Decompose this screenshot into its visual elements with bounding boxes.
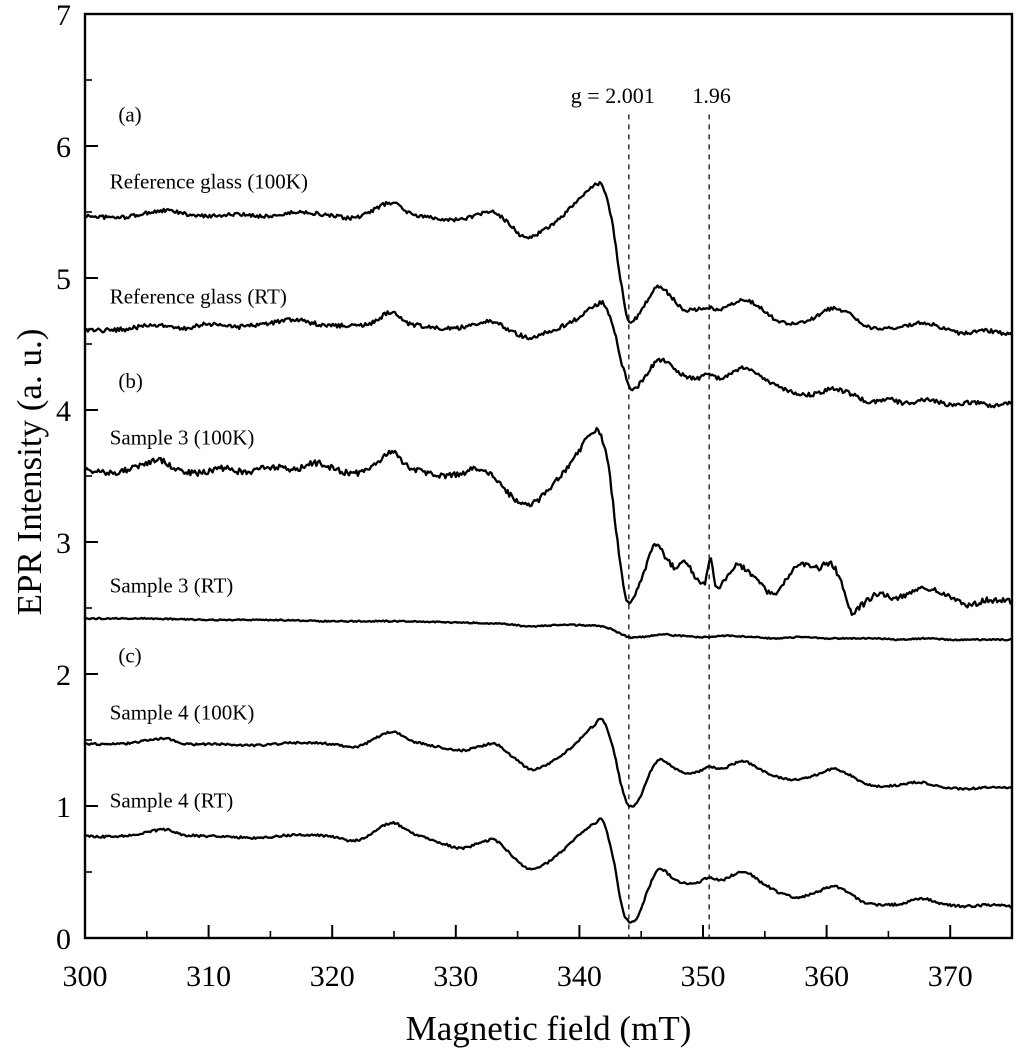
y-tick-label: 5 <box>56 263 71 296</box>
panel-label-0: (a) <box>118 102 141 126</box>
series-trace-5 <box>83 817 1014 924</box>
x-tick-label: 370 <box>928 960 973 993</box>
x-axis-title: Magnetic field (mT) <box>405 1009 692 1048</box>
y-tick-label: 7 <box>56 0 71 32</box>
y-tick-label: 0 <box>56 923 71 956</box>
series-label-2: Sample 3 (100K) <box>110 426 255 450</box>
x-tick-label: 300 <box>63 960 108 993</box>
series-trace-1 <box>83 299 1014 409</box>
series-label-4: Sample 4 (100K) <box>110 700 255 724</box>
series-label-1: Reference glass (RT) <box>110 284 287 308</box>
series-label-0: Reference glass (100K) <box>110 170 308 194</box>
x-tick-label: 320 <box>310 960 355 993</box>
x-tick-label: 340 <box>557 960 602 993</box>
y-tick-label: 3 <box>56 527 71 560</box>
series-label-3: Sample 3 (RT) <box>110 574 234 598</box>
y-tick-label: 2 <box>56 659 71 692</box>
panel-label-1: (b) <box>118 369 142 393</box>
series-label-5: Sample 4 (RT) <box>110 789 234 813</box>
series-trace-3 <box>83 616 1014 642</box>
y-tick-label: 1 <box>56 791 71 824</box>
annotation-0: g = 2.001 <box>571 83 655 108</box>
panel-label-2: (c) <box>118 644 141 668</box>
y-tick-label: 4 <box>56 395 71 428</box>
x-tick-label: 350 <box>681 960 726 993</box>
series-trace-4 <box>83 717 1014 808</box>
x-tick-label: 330 <box>433 960 478 993</box>
y-axis-title: EPR Intensity (a. u.) <box>10 328 49 616</box>
x-tick-label: 360 <box>804 960 849 993</box>
series-trace-0 <box>83 180 1014 337</box>
annotation-1: 1.96 <box>692 83 731 108</box>
x-tick-label: 310 <box>186 960 231 993</box>
series-trace-2 <box>83 426 1014 616</box>
y-tick-label: 6 <box>56 131 71 164</box>
